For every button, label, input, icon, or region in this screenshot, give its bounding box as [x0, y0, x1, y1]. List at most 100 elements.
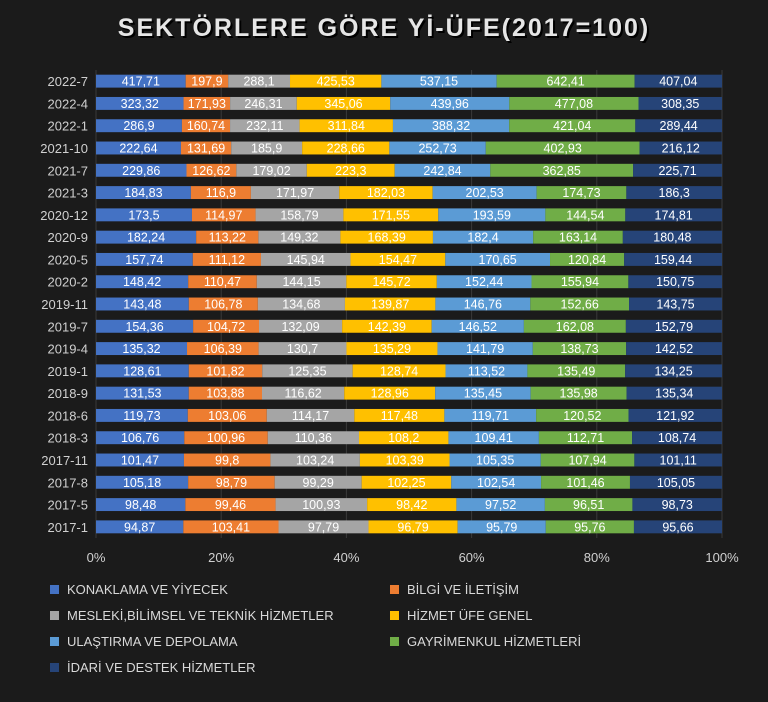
bar-segment — [185, 74, 229, 88]
legend-item: İDARİ VE DESTEK HİZMETLER — [50, 660, 390, 675]
data-label: 171,93 — [188, 97, 226, 111]
bar-segment — [299, 119, 393, 133]
data-label: 311,84 — [328, 119, 365, 133]
data-label: 182,03 — [367, 186, 405, 200]
data-label: 117,48 — [381, 409, 418, 423]
bar-segment — [544, 498, 633, 512]
data-label: 289,44 — [660, 119, 698, 133]
y-tick-label: 2019-4 — [48, 342, 88, 357]
bar-segment — [490, 163, 634, 177]
data-label: 182,24 — [127, 231, 165, 245]
bar-segment — [523, 319, 626, 333]
bar-segment — [231, 141, 303, 155]
legend-swatch — [390, 611, 399, 620]
y-tick-label: 2017-5 — [48, 498, 88, 513]
bar-segment — [96, 230, 197, 244]
bar-segment — [451, 475, 542, 489]
chart-title: SEKTÖRLERE GÖRE Yİ-ÜFE(2017=100) — [117, 14, 651, 42]
bar-segment — [183, 96, 231, 110]
data-label: 135,34 — [655, 387, 693, 401]
data-label: 135,98 — [560, 387, 598, 401]
bar-segment — [96, 141, 181, 155]
y-tick-label: 2017-8 — [48, 475, 88, 490]
data-label: 125,35 — [288, 364, 326, 378]
data-label: 149,32 — [280, 231, 318, 245]
y-tick-label: 2017-11 — [41, 453, 88, 468]
data-label: 171,55 — [372, 208, 410, 222]
bar-segment — [432, 186, 537, 200]
data-label: 94,87 — [124, 520, 155, 534]
data-label: 97,52 — [485, 498, 516, 512]
bar-segment — [181, 119, 231, 133]
data-label: 142,39 — [368, 320, 406, 334]
bar-segment — [96, 186, 191, 200]
bar-segment — [354, 408, 445, 422]
data-label: 229,86 — [122, 164, 160, 178]
data-label: 246,31 — [244, 97, 282, 111]
bar-segment — [625, 208, 722, 222]
data-label: 152,44 — [465, 275, 503, 289]
data-label: 96,79 — [397, 520, 428, 534]
bar-segment — [96, 74, 186, 88]
data-label: 134,68 — [282, 298, 320, 312]
bar-segment — [266, 408, 355, 422]
data-label: 102,25 — [387, 476, 425, 490]
bar-segment — [230, 119, 300, 133]
y-tick-label: 2017-1 — [48, 520, 88, 535]
bar-segment — [634, 453, 722, 467]
bar-segment — [339, 186, 433, 200]
legend-item: MESLEKİ,BİLİMSEL VE TEKNİK HİZMETLER — [50, 608, 390, 623]
bar-segment — [296, 96, 391, 110]
y-tick-label: 2018-9 — [48, 386, 88, 401]
bar-segment — [496, 74, 635, 88]
bar-segment — [456, 498, 545, 512]
x-tick-label: 40% — [333, 550, 359, 565]
bar-segment — [639, 141, 722, 155]
data-label: 345,06 — [324, 97, 362, 111]
data-label: 162,08 — [556, 320, 594, 334]
bar-segment — [230, 96, 297, 110]
y-tick-label: 2022-1 — [48, 119, 88, 134]
data-label: 202,53 — [466, 186, 504, 200]
bar-segment — [633, 163, 722, 177]
y-tick-label: 2018-3 — [48, 431, 88, 446]
data-label: 407,04 — [659, 75, 697, 89]
bar-segment — [96, 408, 188, 422]
bar-segment — [96, 431, 185, 445]
bar-segment — [457, 520, 546, 534]
bar-segment — [255, 208, 344, 222]
legend-label: BİLGİ VE İLETİŞİM — [407, 582, 519, 597]
legend-swatch — [50, 611, 59, 620]
data-label: 146,52 — [459, 320, 497, 334]
bar-segment — [530, 297, 630, 311]
legend-swatch — [50, 585, 59, 594]
data-label: 642,41 — [547, 75, 585, 89]
data-label: 101,82 — [206, 364, 244, 378]
legend-item: ULAŞTIRMA VE DEPOLAMA — [50, 634, 390, 649]
bar-segment — [394, 163, 491, 177]
bar-segment — [444, 408, 537, 422]
data-label: 143,75 — [656, 298, 694, 312]
bar-segment — [236, 163, 307, 177]
data-label: 252,73 — [418, 142, 456, 156]
bar-segment — [278, 520, 369, 534]
bar-segment — [258, 342, 347, 356]
bar-segment — [625, 364, 722, 378]
bar-segment — [340, 230, 433, 244]
bar-segment — [352, 364, 446, 378]
data-label: 154,36 — [125, 320, 163, 334]
y-tick-label: 2019-1 — [48, 364, 88, 379]
bar-segment — [96, 475, 189, 489]
bar-segment — [381, 74, 497, 88]
x-tick-label: 20% — [208, 550, 234, 565]
legend-item: KONAKLAMA VE YİYECEK — [50, 582, 390, 597]
bar-segment — [550, 252, 625, 266]
data-label: 131,53 — [123, 387, 161, 401]
bar-segment — [96, 453, 184, 467]
legend-item: HİZMET ÜFE GENEL — [390, 608, 730, 623]
data-label: 135,45 — [464, 387, 502, 401]
bar-segment — [626, 342, 722, 356]
bar-segment — [346, 275, 437, 289]
data-label: 99,46 — [215, 498, 246, 512]
